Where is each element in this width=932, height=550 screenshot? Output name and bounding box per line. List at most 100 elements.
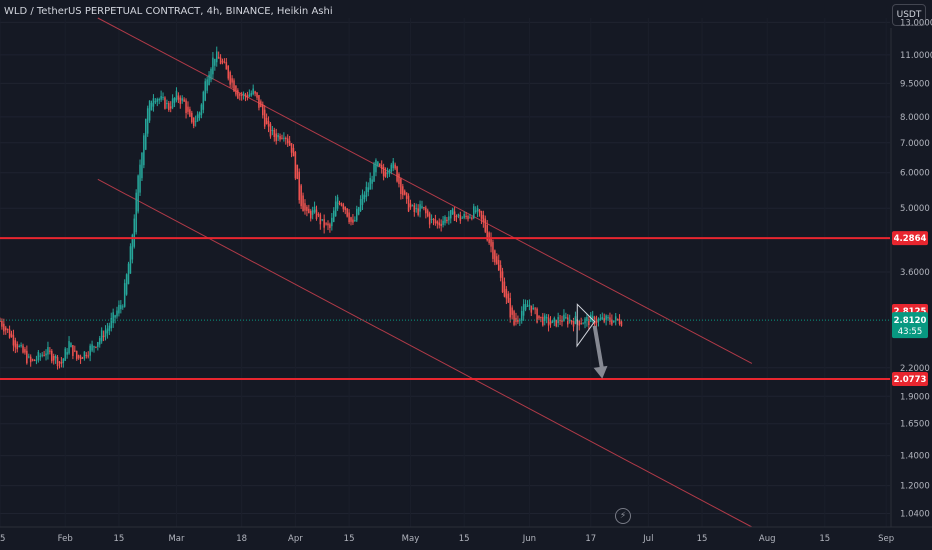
candle-body [334, 201, 337, 217]
candle-body [384, 171, 387, 177]
candle-body [426, 210, 429, 217]
candle-body [361, 193, 364, 205]
candle-body [285, 137, 287, 140]
candle-body [379, 163, 381, 167]
candle-body [127, 263, 130, 285]
price-tick-label: 1.4000 [900, 452, 930, 462]
candle-body [306, 206, 308, 211]
candle-body [503, 281, 506, 297]
candle-body [3, 323, 5, 332]
candle-body [133, 218, 136, 247]
candle-body [37, 351, 40, 361]
candle-body [338, 202, 341, 204]
candle-body [171, 98, 174, 108]
candle-body [528, 304, 531, 307]
candle-body [97, 342, 99, 347]
candle-body [436, 221, 439, 224]
price-tick-label: 11.0000 [900, 51, 932, 61]
candle-body [551, 320, 554, 323]
candle-body [54, 355, 57, 359]
candle-body [58, 361, 61, 363]
triangle-pattern[interactable] [576, 303, 608, 379]
candle-body [277, 134, 279, 138]
candle-body [578, 320, 581, 326]
candle-body [467, 216, 469, 220]
candle-body [614, 316, 617, 322]
candle-body [212, 57, 214, 75]
candle-body [434, 219, 437, 224]
triangle-shape [576, 303, 596, 348]
candle-body [148, 100, 151, 121]
candle-body [346, 208, 348, 217]
candle-body [238, 94, 241, 96]
candle-body [173, 97, 176, 103]
candle-body [286, 138, 289, 144]
candle-body [258, 95, 260, 108]
candle-body [411, 205, 414, 207]
candle-body [517, 319, 519, 322]
candle-body [141, 152, 143, 179]
candle-body [400, 178, 402, 195]
candle-body [281, 137, 283, 139]
candle-body [540, 316, 542, 318]
candle-body [123, 283, 126, 307]
candle-body [175, 90, 178, 101]
candle-body [440, 223, 442, 227]
candle-body [81, 357, 84, 359]
candle-body [329, 224, 331, 228]
candle-body [446, 219, 448, 222]
candle-body [365, 186, 368, 198]
candle-body [68, 341, 70, 354]
candle-body [413, 205, 416, 213]
candle-body [244, 94, 247, 97]
candle-body [231, 78, 233, 83]
candle-body [559, 320, 561, 322]
time-tick-label: 15 [0, 534, 5, 544]
candle-body [522, 304, 525, 316]
candle-body [315, 209, 318, 220]
candle-body [524, 303, 527, 310]
price-axis[interactable]: 13.0000 11.0000 9.5000 8.0000 7.0000 6.0000 5.… [900, 18, 932, 519]
lightning-icon[interactable]: ⚡ [615, 508, 631, 524]
candle-body [538, 315, 540, 319]
candle-body [118, 304, 120, 314]
candle-body [198, 112, 201, 118]
candle-body [563, 314, 565, 322]
level-tag: 4.2864 [892, 231, 928, 246]
channel-upper-line [97, 17, 753, 364]
candle-body [191, 112, 193, 123]
candle-body [283, 137, 285, 139]
channel-lower-line [97, 178, 753, 528]
candle-body [206, 79, 208, 91]
candle-body [392, 161, 394, 169]
time-tick-label: 17 [585, 534, 596, 544]
price-tick-label: 9.5000 [900, 79, 930, 89]
horizontal-levels[interactable] [0, 237, 890, 380]
candle-body [574, 316, 577, 324]
candle-body [386, 172, 389, 175]
candle-body [409, 203, 412, 208]
time-axis[interactable]: 15 Feb 15 Mar 18 Apr 15 May 15 Jun 17 Jul 15 Aug 15 Sep [0, 534, 894, 544]
candle-body [162, 97, 164, 99]
candle-body [33, 359, 36, 361]
candle-body [584, 318, 586, 324]
candle-body [304, 203, 306, 211]
price-tick-label: 1.2000 [900, 482, 930, 492]
price-tick-label: 1.0400 [900, 509, 930, 519]
currency-button[interactable]: USDT [892, 4, 926, 26]
time-tick-label: Jun [522, 534, 536, 544]
candle-body [217, 56, 220, 59]
time-tick-label: Apr [288, 534, 303, 544]
price-tick-label: 8.0000 [900, 113, 930, 123]
candle-body [553, 317, 556, 322]
candle-body [530, 305, 533, 313]
candle-body [262, 104, 264, 116]
candle-body [438, 222, 441, 226]
candle-body [340, 203, 343, 206]
candle-body [242, 93, 245, 96]
candle-body [382, 166, 385, 177]
candle-body [100, 330, 103, 342]
candle-body [526, 305, 529, 307]
